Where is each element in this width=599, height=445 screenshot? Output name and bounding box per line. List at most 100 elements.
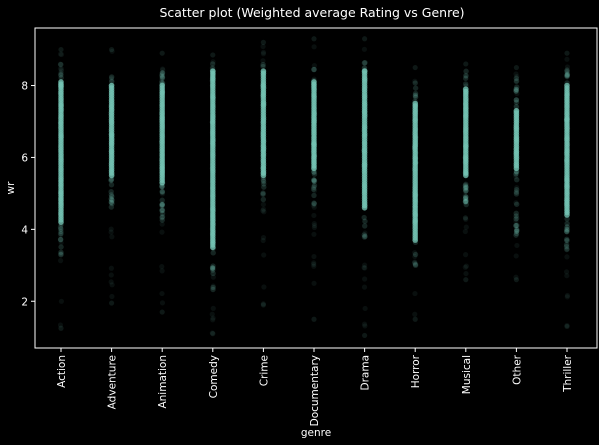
data-point [513,213,519,219]
data-point [564,273,570,279]
data-point [108,229,114,235]
data-point [362,223,368,229]
data-point [58,230,64,237]
data-point [463,184,469,191]
data-point [310,186,317,192]
data-point [108,199,114,206]
data-point [362,36,368,42]
data-point [463,181,469,188]
data-point [159,210,166,217]
data-point [412,94,419,100]
data-point [261,181,267,187]
data-point [109,197,115,204]
data-point [260,206,267,212]
data-point [109,78,115,84]
data-point [311,182,318,189]
data-point [210,305,216,311]
data-point [463,263,469,269]
data-point [463,188,469,194]
data-point [210,286,216,293]
data-point [513,173,519,180]
data-point [412,259,418,265]
data-point [513,210,519,217]
y-tick-label: 8 [21,81,28,93]
data-point [462,264,468,270]
data-point [564,64,571,70]
genre-points [563,50,571,330]
data-point [311,169,317,175]
data-point [412,237,419,243]
data-point [564,220,570,227]
data-point [57,226,64,232]
data-point [159,203,165,209]
data-point [260,201,266,208]
data-point [564,237,570,244]
data-point [311,66,317,73]
x-tick-label: Horror [410,354,422,388]
data-point [159,202,165,208]
data-point [260,43,266,50]
data-point [463,72,469,79]
data-point [260,49,267,55]
data-point [210,317,216,323]
data-point [563,228,570,234]
data-point [513,64,520,71]
data-point [108,189,114,195]
data-point [260,191,266,197]
data-point [361,232,368,238]
data-point [310,202,317,208]
data-point [57,224,64,230]
data-point [563,243,570,250]
data-point [362,233,368,240]
data-point [463,252,469,258]
data-point [108,265,114,271]
data-point [462,195,469,202]
data-point [58,72,64,78]
data-point [412,64,418,71]
data-point [463,224,469,230]
data-point [210,267,216,273]
data-point [109,48,115,54]
data-point [159,214,165,221]
genre-points [462,61,469,283]
data-point [564,212,570,218]
data-point [563,269,570,275]
data-point [462,194,469,200]
data-point [108,204,115,210]
data-point [58,240,64,246]
data-point [463,187,469,194]
data-point [564,50,570,56]
data-point [513,216,519,222]
data-point [361,265,367,271]
data-point [209,265,216,271]
data-point [412,261,419,268]
data-point [463,277,469,283]
data-point [564,294,570,300]
genre-points [209,52,216,337]
data-point [159,78,165,84]
data-point [463,270,469,277]
data-point [513,191,520,197]
data-point [361,214,367,221]
data-point [463,198,469,205]
data-point [209,265,216,271]
data-point [108,182,115,188]
data-point [462,185,469,191]
data-point [159,201,165,208]
data-point [513,277,520,283]
data-point [413,92,419,98]
data-point [513,71,519,77]
data-point [311,261,317,267]
data-point [564,67,570,73]
y-axis-label: wr [5,181,17,195]
data-point [159,217,165,223]
data-point [311,222,318,229]
data-point [108,226,114,232]
data-point [412,259,418,266]
data-point [564,227,571,233]
data-point [311,44,317,50]
data-point [210,59,216,65]
data-point [462,228,468,235]
